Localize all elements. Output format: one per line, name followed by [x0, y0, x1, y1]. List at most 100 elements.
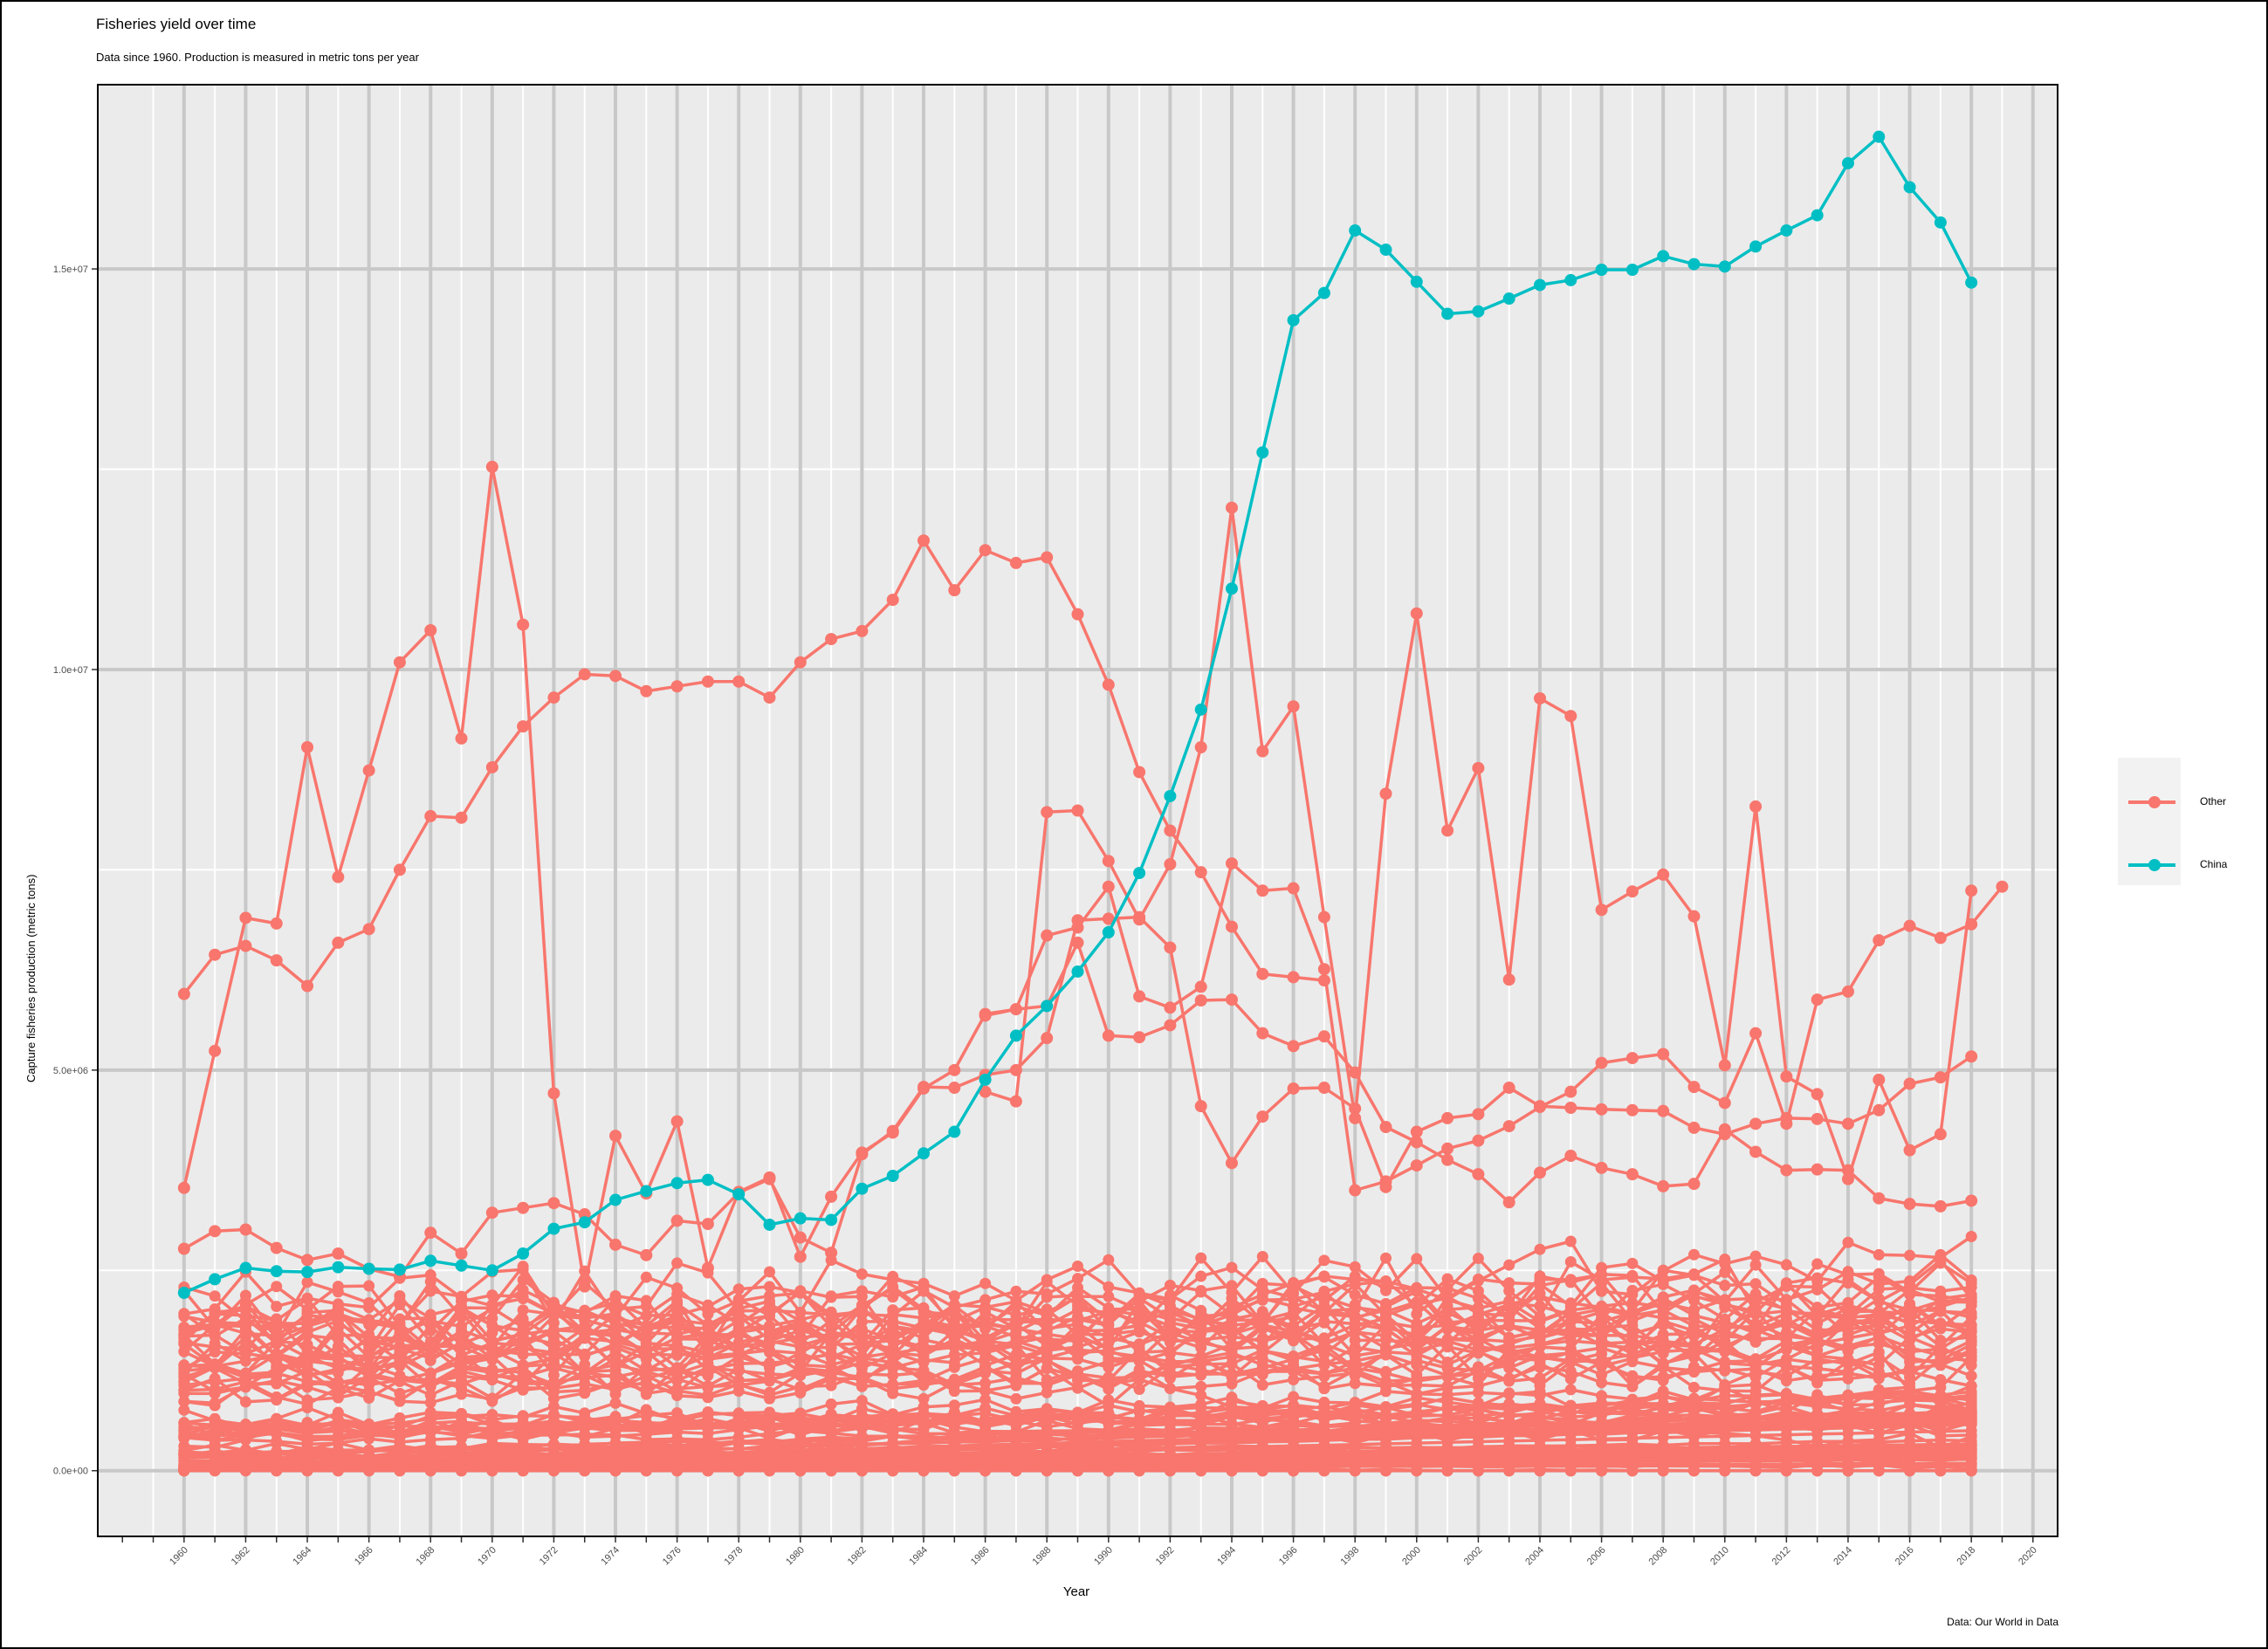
other-series-point: [1842, 1236, 1854, 1248]
other-series-point: [394, 1412, 406, 1424]
other-series-point: [640, 1410, 652, 1422]
x-tick-label: 1972: [538, 1545, 560, 1568]
other-series-point: [948, 1339, 960, 1351]
other-series-point: [856, 1394, 868, 1406]
other-series-point: [1811, 1302, 1824, 1314]
other-series-point: [271, 1348, 283, 1360]
other-series-point: [640, 1343, 652, 1355]
other-series-point: [1411, 1322, 1423, 1334]
x-tick-label: 2014: [1832, 1545, 1854, 1568]
other-series-point: [918, 1315, 930, 1327]
other-series-point: [1349, 1313, 1361, 1325]
other-series-point: [702, 1308, 714, 1320]
other-series-point: [1564, 1297, 1577, 1309]
other-series-point: [918, 1332, 930, 1344]
other-series-point: [764, 1289, 776, 1302]
other-series-point: [1072, 1273, 1083, 1285]
other-series-point: [547, 1362, 560, 1374]
other-series-point: [979, 1336, 992, 1349]
other-series-point: [948, 1361, 960, 1373]
other-series-point: [1904, 1331, 1916, 1343]
other-series-point: [1379, 1284, 1392, 1296]
other-series-point: [1164, 1331, 1176, 1343]
other-series-point: [1811, 1444, 1824, 1456]
other-series-point: [332, 1340, 344, 1352]
y-tick-label: 1.0e+07: [53, 665, 88, 676]
other-series-point: [1596, 1369, 1608, 1381]
other-series-point: [209, 1330, 221, 1343]
other-series-point: [1441, 1319, 1454, 1331]
other-series-point: [1965, 1231, 1977, 1243]
other-series-point: [671, 1462, 684, 1474]
other-series-point: [856, 1403, 868, 1415]
other-series-point: [1503, 1387, 1515, 1399]
other-series-point: [825, 1335, 837, 1347]
other-series-point: [517, 1304, 529, 1316]
other-series-point: [640, 1384, 652, 1396]
other-series-point: [547, 1333, 560, 1345]
other-series-point: [424, 1462, 436, 1474]
other-series-point: [1596, 1285, 1608, 1297]
x-tick-label: 1982: [846, 1545, 869, 1568]
other-series-point: [825, 1398, 837, 1410]
other-series-point: [1133, 1343, 1145, 1355]
other-series-point: [1719, 1345, 1731, 1357]
other-series-point: [1195, 1342, 1207, 1354]
x-tick-label: 2008: [1646, 1545, 1669, 1568]
other-series-point: [1318, 1413, 1330, 1426]
other-series-point: [887, 1335, 899, 1347]
other-series-point: [764, 1461, 776, 1474]
y-tick-label: 0.0e+00: [53, 1467, 88, 1477]
other-series-point: [948, 1349, 960, 1361]
other-series-point: [1749, 1325, 1762, 1337]
other-series-point: [1873, 1327, 1885, 1339]
other-series-point: [486, 1342, 498, 1354]
other-series-point: [887, 1320, 899, 1332]
other-series-point: [1687, 1328, 1700, 1340]
x-tick-label: 1964: [291, 1545, 313, 1568]
other-series-point: [1441, 1339, 1454, 1351]
other-series-point: [456, 1350, 468, 1362]
x-tick-label: 2012: [1770, 1545, 1793, 1568]
other-series-point: [1072, 1300, 1083, 1312]
other-series-point: [1041, 1353, 1053, 1365]
other-series-point: [1534, 1390, 1546, 1402]
other-series-point: [1626, 1330, 1639, 1342]
other-series-point: [1873, 1350, 1885, 1363]
other-series-point: [1072, 1426, 1083, 1438]
other-series-point: [1349, 1334, 1361, 1346]
other-series-point: [1256, 1250, 1268, 1262]
other-series-point: [1010, 1392, 1022, 1405]
other-series-point: [1041, 1328, 1053, 1340]
other-series-point: [1965, 1359, 1977, 1371]
x-tick-label: 1968: [415, 1545, 437, 1568]
other-series-point: [271, 1374, 283, 1386]
other-series-point: [1749, 1336, 1762, 1348]
other-series-point: [1534, 1288, 1546, 1300]
other-series-point: [1318, 1358, 1330, 1371]
other-series-point: [547, 1325, 560, 1337]
other-series-point: [1441, 1307, 1454, 1319]
other-series-point: [1133, 1295, 1145, 1307]
other-series-point: [702, 1343, 714, 1356]
other-series-point: [239, 1396, 251, 1408]
other-series-point: [1472, 1275, 1484, 1287]
x-tick-label: 1976: [661, 1545, 684, 1568]
other-series-point: [1842, 1341, 1854, 1353]
other-series-point: [1904, 1305, 1916, 1317]
other-series-point: [1226, 1329, 1238, 1341]
other-series-point: [579, 1350, 591, 1363]
other-series-point: [209, 1360, 221, 1372]
other-series-point: [1873, 1359, 1885, 1371]
other-series-point: [1010, 1318, 1022, 1330]
other-series-point: [394, 1343, 406, 1355]
other-series-point: [1256, 1332, 1268, 1344]
other-series-point: [1288, 1306, 1300, 1318]
other-series-point: [887, 1291, 899, 1303]
other-series-point: [1318, 1339, 1330, 1351]
x-tick-label: 1986: [969, 1545, 992, 1568]
other-series-point: [332, 1286, 344, 1298]
other-series-point: [1441, 1358, 1454, 1371]
other-series-point: [1626, 1351, 1639, 1364]
other-series-point: [178, 1404, 190, 1416]
